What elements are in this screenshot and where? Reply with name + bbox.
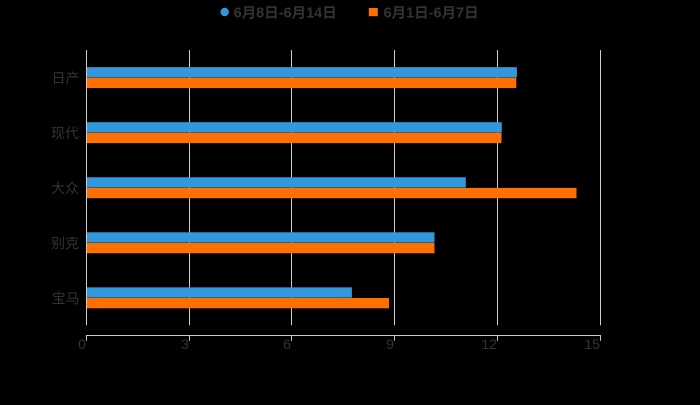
svg-text:8: 8 (256, 6, 264, 22)
svg-text:-6: -6 (429, 6, 442, 22)
svg-text:12: 12 (481, 336, 497, 352)
svg-text:14: 14 (306, 6, 322, 22)
svg-text:6: 6 (234, 6, 242, 22)
svg-text:7: 7 (456, 6, 464, 22)
svg-text:6: 6 (384, 6, 392, 22)
svg-text:0: 0 (78, 336, 86, 352)
svg-text:3: 3 (181, 336, 189, 352)
svg-text:-6: -6 (279, 6, 292, 22)
svg-text:6: 6 (283, 336, 291, 352)
svg-text:1: 1 (406, 6, 414, 22)
svg-text:15: 15 (584, 336, 600, 352)
svg-text:9: 9 (386, 336, 394, 352)
